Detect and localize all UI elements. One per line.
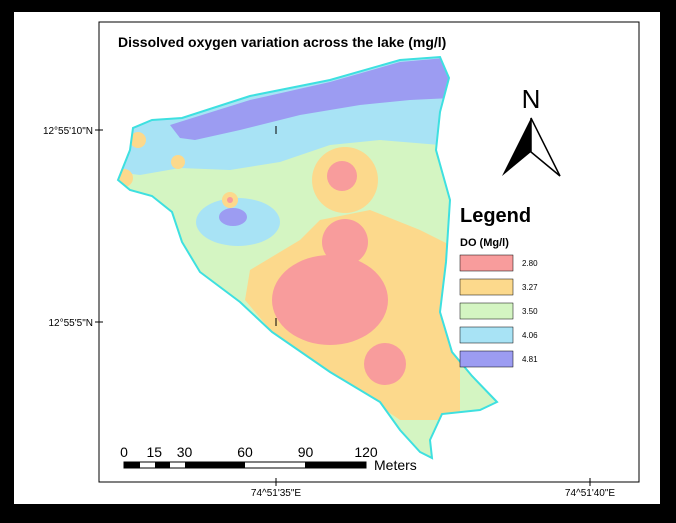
lake-outline <box>116 55 499 460</box>
legend-swatch <box>459 350 514 368</box>
legend-label: 3.27 <box>522 283 538 292</box>
legend-label: 3.50 <box>522 307 538 316</box>
legend-items: 2.80 3.27 3.50 4.06 4.81 <box>459 254 538 368</box>
scale-label: 15 <box>146 444 162 460</box>
legend-swatch <box>459 278 514 296</box>
scale-unit: Meters <box>374 457 417 473</box>
legend-label: 4.06 <box>522 331 538 340</box>
legend-swatch <box>459 254 514 272</box>
scale-bar <box>123 461 367 469</box>
legend-label: 4.81 <box>522 355 538 364</box>
map-title: Dissolved oxygen variation across the la… <box>118 34 446 50</box>
north-arrow <box>530 117 561 177</box>
legend-label: 2.80 <box>522 259 538 268</box>
legend-swatch <box>459 326 514 344</box>
longitude-label: 74^51'35"E <box>251 488 302 499</box>
legend-subtitle: DO (Mg/l) <box>460 237 509 249</box>
scale-label: 90 <box>298 444 314 460</box>
latitude-label: 12°55'10"N <box>43 126 93 137</box>
north-label: N <box>522 84 541 114</box>
legend-title: Legend <box>460 205 531 227</box>
north-arrow <box>502 118 531 176</box>
scale-label: 60 <box>237 444 253 460</box>
scale-label: 30 <box>177 444 193 460</box>
scale-label: 0 <box>120 444 128 460</box>
longitude-label: 74^51'40"E <box>565 488 616 499</box>
latitude-label: 12°55'5"N <box>49 318 94 329</box>
scale-label: 120 <box>354 444 378 460</box>
legend-swatch <box>459 302 514 320</box>
